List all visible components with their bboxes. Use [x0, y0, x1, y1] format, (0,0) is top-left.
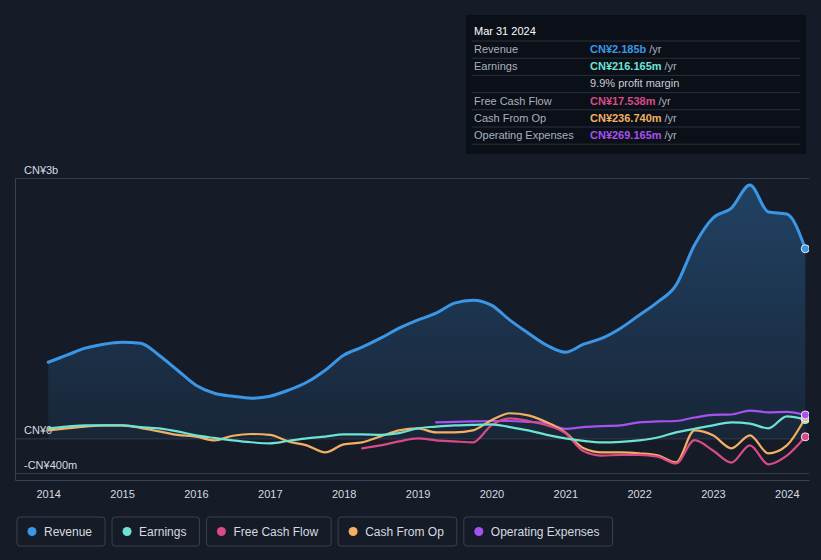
legend-swatch	[123, 527, 132, 536]
legend-label[interactable]: Cash From Op	[365, 525, 444, 539]
legend-swatch	[28, 527, 37, 536]
chart-container: -CN¥400mCN¥0CN¥3b20142015201620172018201…	[0, 0, 821, 560]
tooltip-label: Free Cash Flow	[474, 95, 552, 107]
x-tick-label: 2019	[406, 488, 430, 500]
end-point	[801, 433, 809, 441]
y-tick-label: CN¥3b	[24, 164, 58, 176]
tooltip-unit: /yr	[658, 95, 671, 107]
y-axis: -CN¥400mCN¥0CN¥3b	[15, 164, 809, 481]
legend-swatch	[349, 527, 358, 536]
x-tick: 2024	[775, 480, 799, 500]
y-tick-label: -CN¥400m	[24, 459, 77, 471]
legend-swatch	[217, 527, 226, 536]
background	[0, 0, 821, 560]
x-tick-label: 2020	[480, 488, 504, 500]
tooltip-label: Earnings	[474, 60, 518, 72]
tooltip-value: CN¥236.740m	[590, 112, 662, 124]
legend-item[interactable]: Revenue	[17, 517, 105, 546]
end-point	[801, 245, 809, 253]
x-tick-label: 2017	[258, 488, 282, 500]
series-line	[48, 416, 805, 443]
series-line	[48, 185, 805, 398]
x-tick: 2014	[36, 480, 60, 500]
legend-label[interactable]: Operating Expenses	[491, 525, 600, 539]
tooltip-unit: /yr	[665, 112, 678, 124]
tooltip-label: Revenue	[474, 43, 518, 55]
tooltip: Mar 31 2024 Revenue CN¥2.185b/yr Earnings CN…	[466, 15, 806, 154]
x-tick: 2023	[701, 480, 725, 500]
legend-label[interactable]: Earnings	[139, 525, 186, 539]
legend-label[interactable]: Free Cash Flow	[233, 525, 318, 539]
series-line	[48, 413, 805, 462]
legend-item[interactable]: Operating Expenses	[464, 517, 613, 546]
legend-button[interactable]	[17, 517, 105, 546]
x-tick: 2017	[258, 480, 282, 500]
tooltip-label: Cash From Op	[474, 112, 546, 124]
legend-button[interactable]	[338, 517, 457, 546]
chart-svg: -CN¥400mCN¥0CN¥3b20142015201620172018201…	[0, 0, 821, 560]
x-tick: 2021	[554, 480, 578, 500]
x-tick-label: 2015	[110, 488, 134, 500]
x-tick: 2022	[627, 480, 651, 500]
tooltip-separator	[472, 144, 800, 145]
tooltip-value: 9.9% profit margin	[590, 77, 679, 89]
legend-swatch	[474, 527, 483, 536]
tooltip-box	[466, 15, 806, 154]
tooltip-value: CN¥17.538m	[590, 95, 656, 107]
tooltip-separator	[472, 75, 800, 76]
tooltip-separator	[472, 109, 800, 110]
tooltip-unit: /yr	[649, 43, 662, 55]
tooltip-unit: /yr	[665, 60, 678, 72]
legend-button[interactable]	[464, 517, 613, 546]
x-tick-label: 2022	[627, 488, 651, 500]
x-tick-label: 2014	[36, 488, 60, 500]
legend-button[interactable]	[112, 517, 199, 546]
x-tick: 2018	[332, 480, 356, 500]
legend-item[interactable]: Earnings	[112, 517, 199, 546]
tooltip-unit: /yr	[665, 129, 678, 141]
x-tick: 2019	[406, 480, 430, 500]
plot-area	[48, 185, 809, 464]
x-tick: 2016	[184, 480, 208, 500]
x-tick-label: 2018	[332, 488, 356, 500]
x-axis: 2014 2015 2016 2017 2018 2019 2020 2021 2022 2023…	[16, 480, 810, 500]
y-axis-line	[15, 179, 16, 481]
tooltip-label: Operating Expenses	[474, 129, 574, 141]
legend: Revenue Earnings Free Cash Flow Cash From O…	[17, 517, 613, 546]
y-tick: -CN¥400m	[15, 459, 809, 474]
tooltip-separator	[472, 92, 800, 93]
tooltip-separator	[472, 58, 800, 59]
tooltip-value: CN¥269.165m	[590, 129, 662, 141]
x-tick-label: 2023	[701, 488, 725, 500]
tooltip-value: CN¥2.185b	[590, 43, 647, 55]
x-axis-line	[16, 480, 810, 481]
legend-label[interactable]: Revenue	[44, 525, 92, 539]
x-tick: 2015	[110, 480, 134, 500]
tooltip-title: Mar 31 2024	[474, 25, 536, 37]
y-tick: CN¥3b	[15, 164, 809, 179]
x-tick-label: 2016	[184, 488, 208, 500]
grid-line	[15, 473, 809, 474]
x-tick-label: 2024	[775, 488, 799, 500]
tooltip-value: CN¥216.165m	[590, 60, 662, 72]
grid-line	[15, 178, 809, 179]
x-tick-label: 2021	[554, 488, 578, 500]
end-point	[801, 411, 809, 419]
legend-item[interactable]: Free Cash Flow	[206, 517, 331, 546]
legend-item[interactable]: Cash From Op	[338, 517, 457, 546]
tooltip-separator	[472, 127, 800, 128]
legend-button[interactable]	[206, 517, 331, 546]
tooltip-separator	[472, 41, 800, 42]
x-tick: 2020	[480, 480, 504, 500]
area-fill	[48, 185, 805, 438]
